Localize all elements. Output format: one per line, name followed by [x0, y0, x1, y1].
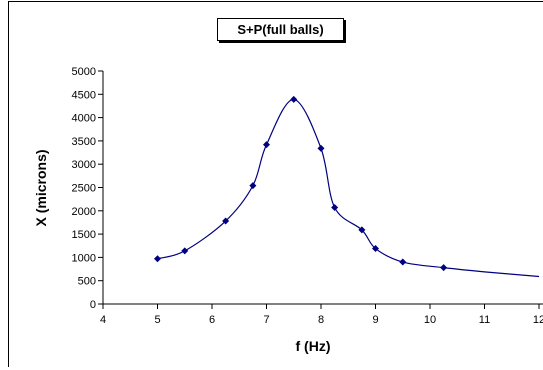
x-tick-label: 10: [424, 314, 436, 326]
data-point-marker: [290, 95, 298, 103]
x-tick-label: 4: [100, 314, 106, 326]
data-point-marker: [181, 247, 189, 255]
y-tick-label: 500: [78, 276, 96, 288]
x-tick-label: 5: [154, 314, 160, 326]
y-tick-label: 4500: [72, 89, 96, 101]
y-axis-label: X (microns): [33, 149, 49, 226]
data-point-marker: [263, 141, 270, 149]
chart-title: S+P(full balls): [237, 22, 324, 37]
data-point-marker: [154, 255, 161, 263]
y-tick-label: 5000: [72, 66, 96, 78]
fitted-curve-layer: [157, 98, 540, 278]
data-point-marker: [331, 204, 339, 212]
data-point-marker: [440, 264, 448, 272]
fitted-curve: [157, 98, 540, 278]
y-tick-label: 3500: [72, 136, 96, 148]
x-tick-label: 11: [479, 314, 490, 326]
y-tick-label: 1500: [72, 229, 96, 241]
x-axis-label: f (Hz): [296, 338, 331, 354]
x-tick-label: 9: [372, 314, 378, 326]
x-tick-label: 8: [318, 314, 324, 326]
data-point-marker: [372, 245, 379, 253]
data-point-marker: [399, 258, 407, 266]
axes: 0 500 1000 1500 2000 2500 3000 3500 4000 4500 5000…: [72, 66, 543, 326]
y-tick-label: 4000: [72, 113, 96, 125]
y-tick-label: 2500: [72, 183, 96, 195]
data-point-marker: [222, 217, 230, 225]
y-tick-label: 3000: [72, 159, 96, 171]
y-tick-label: 2000: [72, 206, 96, 218]
chart-title-box: S+P(full balls): [217, 18, 344, 41]
y-tick-label: 1000: [72, 252, 96, 264]
data-point-marker: [358, 226, 366, 234]
data-point-marker: [249, 182, 257, 190]
x-tick-label: 12: [533, 314, 543, 326]
chart-frame: [8, 1, 543, 367]
data-point-marker: [317, 144, 325, 152]
x-tick-label: 7: [263, 314, 269, 326]
data-marker-layer: [154, 95, 448, 272]
x-tick-label: 6: [209, 314, 215, 326]
y-tick-label: 0: [90, 299, 96, 311]
